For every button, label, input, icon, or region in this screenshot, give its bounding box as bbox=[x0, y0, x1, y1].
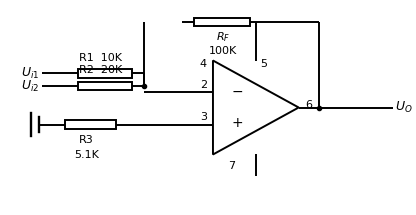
Text: −: − bbox=[232, 85, 243, 99]
Text: 5: 5 bbox=[260, 59, 267, 69]
Text: 2: 2 bbox=[200, 80, 207, 90]
Bar bbox=[78, 69, 132, 78]
Text: $U_O$: $U_O$ bbox=[395, 100, 412, 115]
Text: R3: R3 bbox=[79, 135, 94, 145]
Bar bbox=[194, 18, 250, 26]
Text: $U_{i1}$: $U_{i1}$ bbox=[21, 66, 40, 81]
Text: 4: 4 bbox=[200, 59, 207, 69]
Text: 3: 3 bbox=[200, 112, 207, 122]
Text: +: + bbox=[232, 116, 243, 130]
Text: 6: 6 bbox=[305, 100, 312, 110]
Bar bbox=[78, 82, 132, 91]
Text: $R_F$: $R_F$ bbox=[216, 31, 230, 45]
Text: R2  20K: R2 20K bbox=[79, 65, 122, 75]
Bar bbox=[65, 120, 116, 129]
Text: 100K: 100K bbox=[209, 46, 237, 55]
Text: $U_{i2}$: $U_{i2}$ bbox=[21, 79, 39, 94]
Text: 7: 7 bbox=[228, 161, 235, 171]
Text: R1  10K: R1 10K bbox=[79, 53, 122, 63]
Text: 5.1K: 5.1K bbox=[74, 150, 99, 160]
